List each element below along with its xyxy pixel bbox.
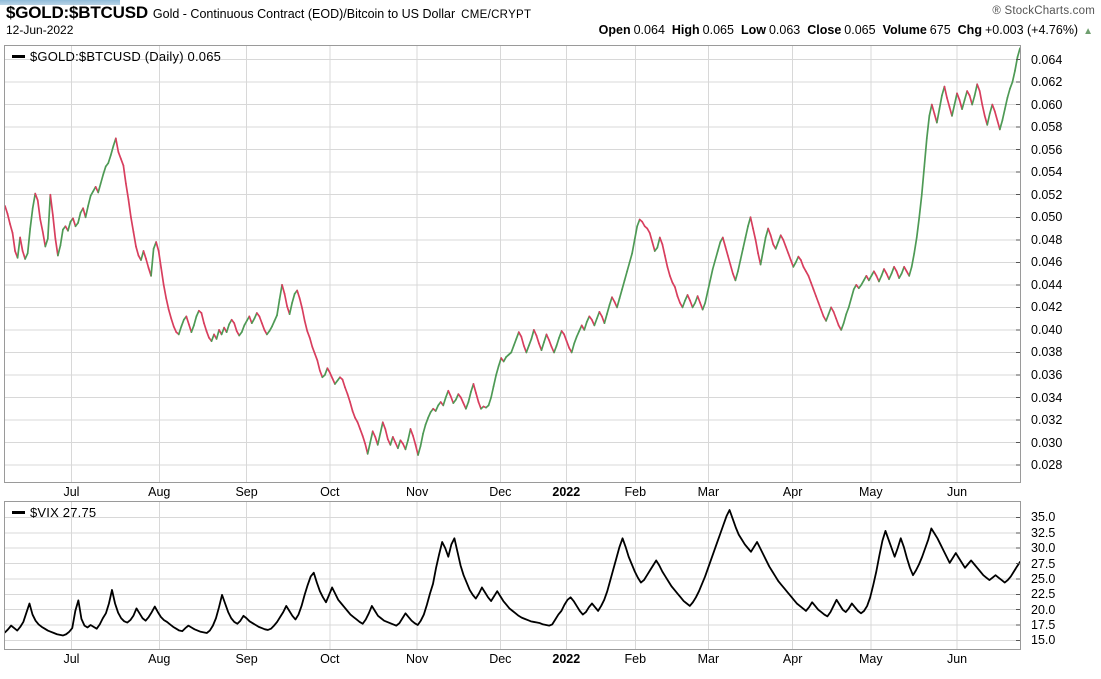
volume-value: 675 [929,23,951,37]
vix-legend-label: $VIX 27.75 [30,505,97,520]
open-label: Open [598,23,631,37]
y-tick-label: 17.5 [1031,618,1056,632]
y-tick-label: 0.038 [1031,345,1063,360]
x-tick-label: Feb [624,485,647,499]
exchange-label: CME/CRYPT [461,9,532,21]
stockcharts-logo: ® StockCharts.com [992,5,1095,17]
open-value: 0.064 [633,23,665,37]
vix-indicator-panel[interactable]: $VIX 27.75 [4,501,1021,650]
y-tick-label: 32.5 [1031,525,1056,540]
window-top-strip [0,0,120,5]
x-tick-label: May [858,652,883,666]
page-title: $GOLD:$BTCUSD [6,3,148,22]
high-value: 0.065 [702,23,734,37]
y-tick-label: 0.060 [1031,97,1063,112]
x-tick-label: Apr [782,652,803,666]
chg-value: +0.003 (+4.76%) [984,23,1079,37]
y-tick-label: 30.0 [1031,541,1056,556]
y-tick-label: 20.0 [1031,602,1056,617]
main-chart-legend: $GOLD:$BTCUSD (Daily) 0.065 [12,49,221,64]
close-value: 0.065 [844,23,876,37]
x-tick-label: Jul [63,652,80,666]
x-tick-label: Oct [320,485,340,499]
header-title-line: $GOLD:$BTCUSD Gold - Continuous Contract … [6,3,531,23]
y-tick-label: 0.030 [1031,435,1063,450]
y-tick-label: 0.046 [1031,255,1063,270]
y-tick-label: 15.0 [1031,633,1056,648]
x-tick-label: Aug [148,485,171,499]
y-tick-label: 0.058 [1031,120,1063,135]
main-legend-label: $GOLD:$BTCUSD (Daily) 0.065 [30,49,222,64]
vix-plot [5,502,1020,649]
up-arrow-icon: ▲ [1083,26,1093,37]
chg-label: Chg [957,23,982,37]
x-tick-label: Aug [148,652,171,666]
main-price-chart-panel[interactable]: $GOLD:$BTCUSD (Daily) 0.065 [4,45,1021,483]
y-tick-label: 0.036 [1031,367,1063,382]
x-tick-label: May [858,485,883,499]
y-tick-label: 0.064 [1031,52,1063,67]
legend-line-swatch-icon [12,511,25,515]
chart-header: $GOLD:$BTCUSD Gold - Continuous Contract … [0,2,1101,44]
x-tick-label: Jun [946,485,968,499]
close-label: Close [807,23,842,37]
y-tick-label: 0.056 [1031,142,1063,157]
vix-y-axis: 35.0 32.5 30.0 27.5 25.0 22.5 20.0 17.5 15.0 [1031,501,1097,650]
y-tick-label: 0.032 [1031,413,1063,428]
y-tick-label: 35.0 [1031,510,1056,525]
x-tick-label: 2022 [552,485,581,499]
x-tick-label: Feb [624,652,647,666]
vix-x-axis: Jul Aug Sep Oct Nov Dec 2022 Feb Mar Apr May Jun [4,652,1021,670]
high-label: High [671,23,700,37]
y-tick-label: 0.048 [1031,232,1063,247]
y-tick-label: 25.0 [1031,571,1056,586]
x-tick-label: Mar [697,485,720,499]
symbol-description: Gold - Continuous Contract (EOD)/Bitcoin… [152,7,456,21]
x-tick-label: Nov [405,485,429,499]
x-tick-label: Dec [489,652,512,666]
x-tick-label: Sep [235,652,258,666]
legend-line-swatch-icon [12,55,25,59]
y-tick-label: 0.054 [1031,165,1063,180]
y-tick-label: 0.028 [1031,458,1063,473]
vix-chart-legend: $VIX 27.75 [12,505,96,520]
x-tick-label: Jun [946,652,968,666]
y-tick-label: 27.5 [1031,556,1056,571]
y-tick-label: 0.052 [1031,187,1063,202]
y-tick-label: 0.042 [1031,300,1063,315]
ohlc-quote-bar: Open 0.064 High 0.065 Low 0.063 Close 0.065 Volu… [599,23,1093,37]
low-label: Low [740,23,766,37]
y-tick-label: 0.034 [1031,390,1063,405]
x-tick-label: 2022 [552,652,581,666]
x-tick-label: Jul [63,485,80,499]
x-tick-label: Apr [782,485,803,499]
x-tick-label: Nov [405,652,429,666]
x-tick-label: Oct [320,652,340,666]
main-y-axis: 0.064 0.062 0.060 0.058 0.056 0.054 0.052 0.050… [1031,45,1097,483]
low-value: 0.063 [768,23,801,37]
y-tick-label: 0.050 [1031,210,1063,225]
main-price-plot [5,46,1020,482]
main-x-axis: Jul Aug Sep Oct Nov Dec 2022 Feb Mar Apr May Jun [4,485,1021,503]
y-tick-label: 22.5 [1031,587,1056,602]
volume-label: Volume [882,23,927,37]
x-tick-label: Sep [235,485,258,499]
quote-date: 12-Jun-2022 [6,23,74,37]
y-tick-label: 0.040 [1031,322,1063,337]
x-tick-label: Mar [697,652,720,666]
x-tick-label: Dec [489,485,512,499]
y-tick-label: 0.062 [1031,75,1063,90]
y-tick-label: 0.044 [1031,277,1063,292]
